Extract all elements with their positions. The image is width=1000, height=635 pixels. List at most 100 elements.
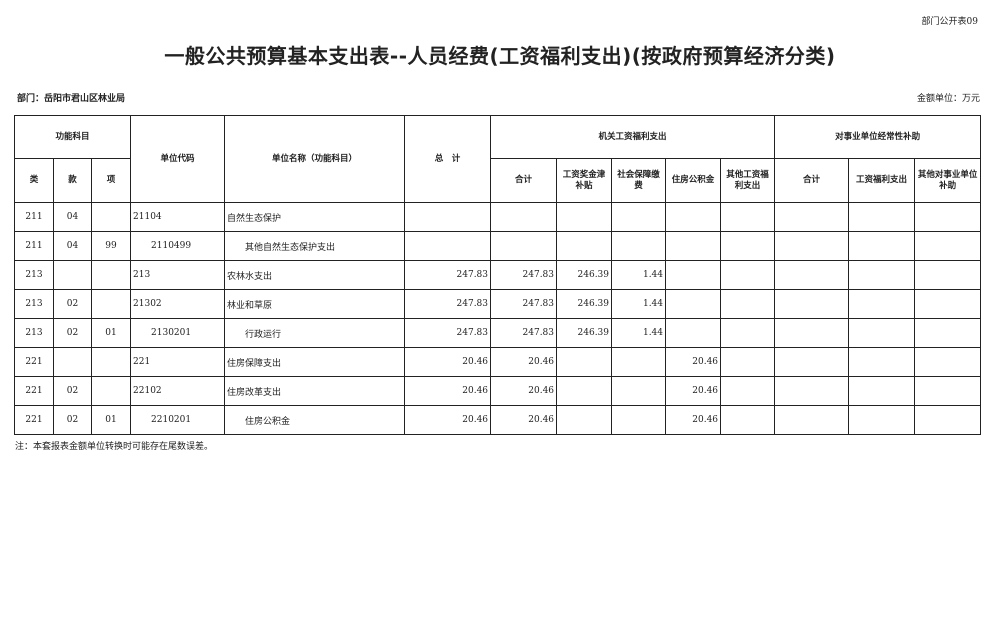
cell-institution-total <box>774 376 850 406</box>
cell-agency-other <box>720 347 776 377</box>
cell-institution-total <box>774 289 850 319</box>
cell-kuan <box>53 260 92 290</box>
cell-agency-housing-fund: 20.46 <box>665 347 722 377</box>
cell-xiang <box>90 347 132 377</box>
footnote: 注：本套报表金额单位转换时可能存在尾数误差。 <box>15 442 214 452</box>
cell-agency-other <box>720 318 776 348</box>
cell-lei: 221 <box>14 347 54 377</box>
cell-institution-other <box>914 289 982 319</box>
cell-unit-code: 2110499 <box>130 231 226 261</box>
cell-agency-housing-fund <box>665 231 722 261</box>
cell-institution-other <box>914 405 982 435</box>
cell-lei: 213 <box>14 289 54 319</box>
cell-institution-salary <box>848 260 916 290</box>
cell-agency-salary: 246.39 <box>556 260 613 290</box>
cell-unit-code: 221 <box>130 347 226 377</box>
cell-unit-code: 21104 <box>130 202 226 232</box>
cell-institution-other <box>914 231 982 261</box>
cell-agency-salary <box>556 231 613 261</box>
cell-xiang <box>90 376 132 406</box>
header-xiang: 项 <box>90 158 132 203</box>
table-row: 221 02 22102 住房改革支出 20.46 20.46 20.46 <box>14 376 982 406</box>
header-institution-group: 对事业单位经常性补助 <box>774 115 982 159</box>
table-row: 211 04 21104 自然生态保护 <box>14 202 982 232</box>
cell-institution-total <box>774 260 850 290</box>
cell-unit-code: 21302 <box>130 289 226 319</box>
table-row: 221 02 01 2210201 住房公积金 20.46 20.46 20.46 <box>14 405 982 435</box>
cell-unit-name: 行政运行 <box>224 318 406 348</box>
header-agency-housing-fund: 住房公积金 <box>665 158 722 203</box>
cell-agency-salary: 246.39 <box>556 318 613 348</box>
cell-kuan: 02 <box>53 405 92 435</box>
cell-agency-total: 20.46 <box>490 376 558 406</box>
cell-total: 247.83 <box>404 289 492 319</box>
header-agency-total: 合计 <box>490 158 558 203</box>
cell-agency-social-security: 1.44 <box>611 260 667 290</box>
form-number: 部门公开表09 <box>921 17 978 27</box>
cell-agency-housing-fund <box>665 289 722 319</box>
table-body: 211 04 21104 自然生态保护 211 04 99 2110499 其他自然生态保护支出… <box>14 202 982 435</box>
cell-xiang <box>90 289 132 319</box>
cell-unit-code: 22102 <box>130 376 226 406</box>
cell-agency-housing-fund <box>665 202 722 232</box>
cell-lei: 221 <box>14 376 54 406</box>
cell-total: 20.46 <box>404 347 492 377</box>
cell-agency-total: 247.83 <box>490 318 558 348</box>
cell-total <box>404 231 492 261</box>
cell-agency-total: 20.46 <box>490 405 558 435</box>
cell-xiang: 01 <box>90 318 132 348</box>
cell-unit-name: 住房改革支出 <box>224 376 406 406</box>
cell-kuan: 02 <box>53 318 92 348</box>
cell-kuan <box>53 347 92 377</box>
cell-agency-social-security <box>611 405 667 435</box>
cell-agency-social-security: 1.44 <box>611 289 667 319</box>
cell-unit-code: 2210201 <box>130 405 226 435</box>
amount-unit-label: 金额单位：万元 <box>916 94 980 104</box>
cell-agency-social-security <box>611 202 667 232</box>
cell-kuan: 02 <box>53 376 92 406</box>
cell-institution-total <box>774 347 850 377</box>
cell-agency-other <box>720 289 776 319</box>
cell-institution-salary <box>848 318 916 348</box>
cell-agency-social-security: 1.44 <box>611 318 667 348</box>
cell-total: 247.83 <box>404 260 492 290</box>
cell-institution-other <box>914 347 982 377</box>
header-agency-other: 其他工资福利支出 <box>720 158 776 203</box>
header-institution-total: 合计 <box>774 158 850 203</box>
cell-institution-total <box>774 318 850 348</box>
cell-unit-name: 自然生态保护 <box>224 202 406 232</box>
cell-institution-other <box>914 376 982 406</box>
header-agency-salary: 工资奖金津补贴 <box>556 158 613 203</box>
cell-agency-housing-fund: 20.46 <box>665 376 722 406</box>
cell-xiang: 99 <box>90 231 132 261</box>
cell-unit-name: 住房保障支出 <box>224 347 406 377</box>
cell-agency-social-security <box>611 347 667 377</box>
cell-xiang: 01 <box>90 405 132 435</box>
cell-lei: 211 <box>14 231 54 261</box>
cell-agency-salary <box>556 202 613 232</box>
header-func-subject: 功能科目 <box>13 115 132 159</box>
cell-agency-other <box>720 376 776 406</box>
header-total: 总 计 <box>404 115 492 203</box>
cell-unit-name: 住房公积金 <box>224 405 406 435</box>
cell-unit-name: 其他自然生态保护支出 <box>224 231 406 261</box>
cell-institution-salary <box>848 347 916 377</box>
table-row: 221 221 住房保障支出 20.46 20.46 20.46 <box>14 347 982 377</box>
cell-agency-other <box>720 231 776 261</box>
table-row: 213 213 农林水支出 247.83 247.83 246.39 1.44 <box>14 260 982 290</box>
cell-unit-code: 213 <box>130 260 226 290</box>
cell-agency-salary <box>556 376 613 406</box>
header-kuan: 款 <box>53 158 92 203</box>
cell-institution-salary <box>848 405 916 435</box>
header-unit-code: 单位代码 <box>130 115 226 203</box>
header-agency-social-security: 社会保障缴费 <box>611 158 667 203</box>
cell-agency-total: 247.83 <box>490 289 558 319</box>
cell-unit-code: 2130201 <box>130 318 226 348</box>
page-title: 一般公共预算基本支出表--人员经费(工资福利支出)(按政府预算经济分类) <box>164 44 836 68</box>
header-unit-name: 单位名称（功能科目） <box>224 115 406 203</box>
cell-lei: 221 <box>14 405 54 435</box>
cell-unit-name: 农林水支出 <box>224 260 406 290</box>
cell-institution-other <box>914 260 982 290</box>
header-institution-salary: 工资福利支出 <box>848 158 916 203</box>
cell-agency-other <box>720 202 776 232</box>
